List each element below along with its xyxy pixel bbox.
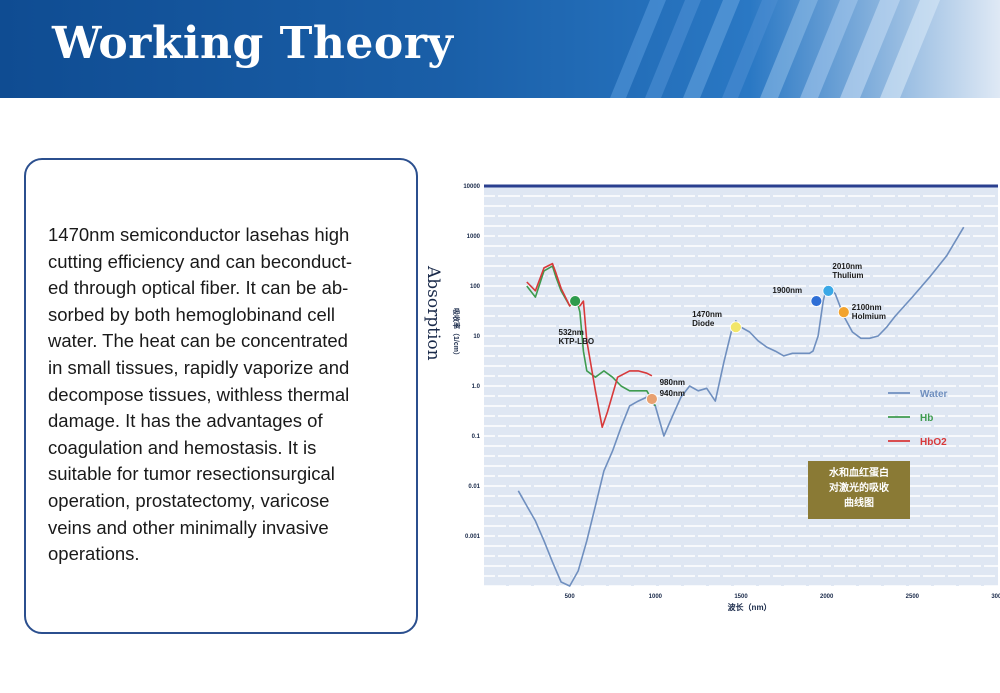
y-tick-label: 10: [473, 334, 480, 340]
description-box: 1470nm semiconductor lasehas high cuttin…: [24, 158, 418, 634]
marker-label: 2100nm: [852, 303, 882, 312]
description-line: in small tissues, rapidly vaporize and: [48, 356, 350, 378]
y-tick-label: 1000: [467, 234, 481, 240]
marker-label: KTP-LBO: [559, 337, 595, 346]
banner-stripes: [610, 0, 940, 98]
absorption-chart: 10000 1000 100 10 1.0 0.1 0.01 0.001 500 1000 1500…: [423, 184, 1000, 612]
marker-label: 1470nm: [692, 310, 722, 319]
y-tick-label: 0.1: [472, 434, 481, 440]
marker-label: 940nm: [660, 389, 685, 398]
note-text: 对激光的吸收: [829, 481, 889, 494]
description-line: veins and other minimally invasive: [48, 516, 329, 538]
description-line: operation, prostatectomy, varicose: [48, 489, 330, 511]
y-tick-label: 100: [470, 284, 481, 290]
marker-label: Diode: [692, 319, 715, 328]
note-text: 水和血红蛋白: [828, 466, 889, 479]
description-line: cutting efficiency and can beconduct-: [48, 250, 353, 272]
y-tick-label: 0.01: [468, 484, 480, 490]
description-text: 1470nm semiconductor lasehas high cuttin…: [48, 222, 400, 568]
marker-label: 1900nm: [772, 286, 802, 295]
note-box: [808, 461, 910, 519]
y-axis-label: Absorption: [423, 265, 443, 361]
note-text: 曲线图: [844, 496, 874, 509]
y-tick-label: 1.0: [472, 384, 481, 390]
marker-label: 2010nm: [832, 262, 862, 271]
marker-label: Holmium: [852, 312, 886, 321]
y-tick-label: 10000: [463, 184, 480, 190]
wavelength-marker: [822, 284, 835, 297]
wavelength-marker: [837, 306, 850, 319]
series-line-hb: [526, 265, 656, 407]
x-tick-label: 3000: [991, 594, 1000, 600]
series-line-hbo2: [526, 262, 653, 429]
description-line: 1470nm semiconductor lasehas high: [48, 224, 350, 245]
description-line: ed through optical fiber. It can be ab-: [48, 277, 349, 299]
x-axis-label: 波长（nm）: [728, 602, 772, 612]
description-line: coagulation and hemostasis. It is: [48, 436, 317, 458]
wavelength-marker: [569, 295, 582, 307]
marker-label: Thulium: [832, 271, 863, 280]
y-axis-label-cn: 吸收率（1/cm）: [452, 308, 461, 359]
wavelength-marker: [810, 295, 823, 307]
title-banner: Working Theory: [0, 0, 1000, 98]
x-tick-label: 1500: [734, 594, 748, 600]
y-tick-label: 0.001: [465, 534, 481, 540]
page-title: Working Theory: [52, 18, 454, 69]
x-tick-label: 2000: [820, 594, 834, 600]
marker-label: 980nm: [660, 378, 685, 387]
description-line: decompose tissues, withless thermal: [48, 383, 350, 405]
legend-label: Hb: [920, 413, 933, 424]
marker-label: 532nm: [559, 328, 584, 337]
description-line: operations.: [48, 543, 140, 565]
description-line: suitable for tumor resectionsurgical: [48, 463, 335, 485]
x-tick-label: 1000: [649, 594, 663, 600]
wavelength-marker: [646, 393, 658, 405]
wavelength-marker: [729, 321, 742, 334]
x-tick-label: 500: [565, 594, 576, 600]
description-line: sorbed by both hemoglobinand cell: [48, 303, 335, 325]
description-line: water. The heat can be concentrated: [48, 330, 348, 352]
x-tick-label: 2500: [906, 594, 920, 600]
legend-label: HbO2: [920, 437, 947, 448]
description-line: damage. It has the advantages of: [48, 410, 323, 432]
legend-label: Water: [920, 389, 948, 400]
